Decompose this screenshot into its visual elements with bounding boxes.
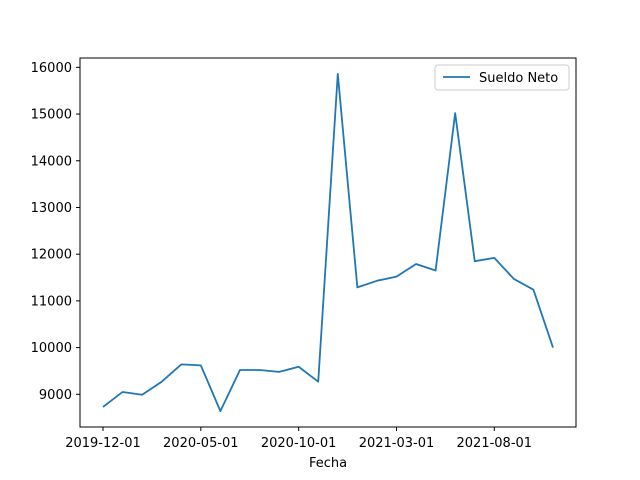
x-tick-label: 2021-08-01 [457, 436, 533, 451]
x-tick-label: 2020-05-01 [163, 436, 239, 451]
x-axis: 2019-12-01 2020-05-01 2020-10-01 2021-03-01… [65, 427, 532, 451]
y-tick-label: 9000 [39, 388, 72, 403]
series-line-sueldo-neto [102, 72, 554, 413]
legend-box [434, 64, 570, 91]
y-tick-label: 14000 [31, 154, 72, 169]
y-tick-label: 16000 [31, 61, 72, 76]
legend-label-sueldo-neto: Sueldo Neto [479, 71, 558, 86]
series-layer [102, 72, 554, 413]
y-tick-label: 11000 [31, 294, 72, 309]
y-tick-label: 10000 [31, 341, 72, 356]
y-tick-label: 13000 [31, 201, 72, 216]
x-axis-label: Fecha [309, 456, 347, 471]
plot-area [79, 57, 577, 428]
y-axis: 9000 10000 11000 12000 13000 14000 15000 16000 [31, 61, 80, 403]
y-tick-label: 15000 [31, 108, 72, 123]
x-tick-label: 2020-10-01 [261, 436, 337, 451]
y-tick-label: 12000 [31, 248, 72, 263]
x-tick-label: 2021-03-01 [359, 436, 435, 451]
legend: Sueldo Neto [434, 64, 570, 91]
x-tick-label: 2019-12-01 [65, 436, 141, 451]
